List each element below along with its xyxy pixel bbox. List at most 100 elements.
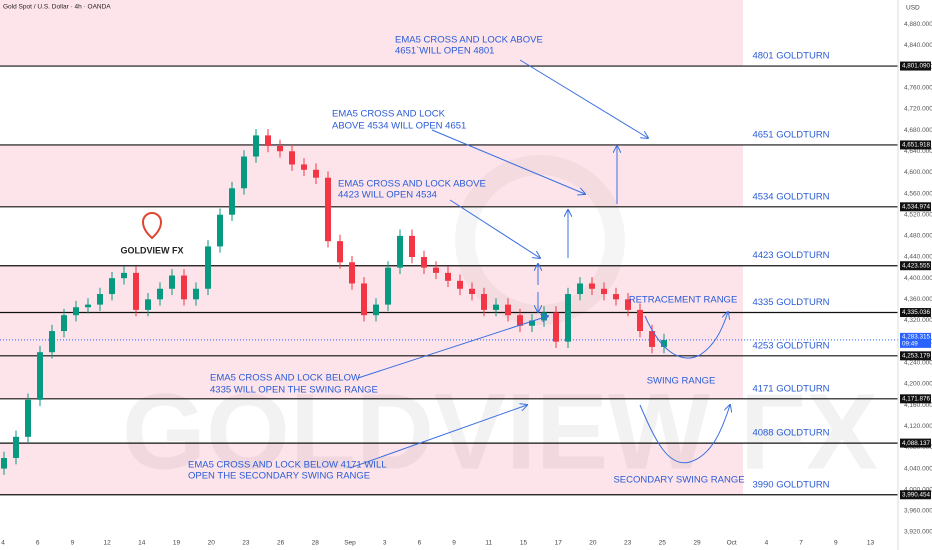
zone-band	[0, 144, 743, 207]
candle-body	[517, 315, 523, 326]
y-tick-label: 4,320.000	[904, 317, 932, 324]
y-tick-label: 4,240.000	[904, 360, 932, 367]
level-name: 4088 GOLDTURN	[752, 428, 829, 439]
x-tick-label: 14	[138, 540, 146, 547]
candle-body	[493, 304, 499, 310]
candle-body	[577, 283, 583, 295]
candle-body	[85, 304, 91, 308]
x-tick-label: 23	[624, 540, 632, 547]
level-tag	[900, 394, 931, 404]
logo-icon	[141, 212, 163, 240]
x-tick-label: 4	[1, 540, 5, 547]
annotation: ABOVE 4534 WILL OPEN 4651	[332, 121, 466, 132]
y-tick-label: 4,480.000	[904, 233, 932, 240]
y-tick-label: 4,640.000	[904, 148, 932, 155]
level-name: 4651 GOLDTURN	[752, 129, 829, 140]
candle-body	[49, 331, 55, 353]
y-tick-label: 4,560.000	[904, 190, 932, 197]
level-tag-label: 4,801.090	[902, 63, 931, 70]
x-tick-label: 11	[485, 540, 492, 547]
level-name: 4171 GOLDTURN	[752, 383, 829, 394]
y-tick-label: 4,440.000	[904, 254, 932, 261]
arrow	[449, 199, 540, 258]
y-tick-label: 4,680.000	[904, 127, 932, 134]
x-tick-label: 6	[36, 540, 40, 547]
zone-bands	[0, 0, 743, 495]
zone-label: SWING RANGE	[647, 376, 716, 387]
arrow	[349, 405, 527, 469]
zone-label: SECONDARY SWING RANGE	[613, 475, 744, 486]
x-tick-label: 19	[173, 540, 181, 547]
candle-body	[73, 307, 79, 316]
candle-body	[289, 151, 295, 165]
x-tick-label: 15	[520, 540, 528, 547]
candle-body	[13, 436, 19, 458]
x-tick-label: 29	[693, 540, 701, 547]
candle-body	[529, 320, 535, 326]
arrow	[519, 59, 648, 138]
candle-body	[313, 169, 319, 178]
chart-title: Gold Spot / U.S. Dollar · 4h · OANDA	[3, 4, 111, 11]
currency: USD	[906, 5, 920, 12]
level-tag-label: 4,171.876	[902, 395, 931, 402]
level-tag	[900, 61, 931, 71]
level-tag-label: 4,088.137	[902, 440, 931, 447]
candle-body	[205, 246, 211, 289]
x-axis: 4 6 9 12 14 19 20 23 26 28 Sep 3 6 9 11 15 17 20 23 25 29 Oct…	[1, 540, 874, 547]
arrow	[357, 316, 548, 379]
candle-body	[61, 315, 67, 332]
zone-label: RETRACEMENT RANGE	[629, 295, 738, 306]
candle-body	[37, 352, 43, 400]
x-tick-label: Sep	[344, 540, 356, 547]
annotation: EMA5 CROSS AND LOCK BELOW	[210, 373, 360, 384]
y-tick-label: 4,880.000	[904, 21, 932, 28]
y-tick-label: 4,720.000	[904, 106, 932, 113]
candle-body	[385, 267, 391, 305]
level-name: 4423 GOLDTURN	[752, 250, 829, 261]
y-tick-label: 4,120.000	[904, 423, 932, 430]
level-name: 4335 GOLDTURN	[752, 297, 829, 308]
level-name: 4534 GOLDTURN	[752, 191, 829, 202]
candle-body	[433, 267, 439, 273]
y-tick-label: 4,840.000	[904, 42, 932, 49]
level-name: 3990 GOLDTURN	[752, 479, 829, 490]
candle-body	[1, 457, 7, 469]
levels: 4801 GOLDTURN 4651 GOLDTURN 4534 GOLDTURN 4…	[0, 51, 898, 496]
y-tick-label: 4,000.000	[904, 486, 932, 493]
level-tag	[900, 308, 931, 318]
x-tick-label: 9	[71, 540, 75, 547]
watermark-logo	[455, 155, 625, 325]
candle-body	[193, 288, 199, 300]
candle-body	[625, 299, 631, 310]
y-tick-label: 4,600.000	[904, 169, 932, 176]
y-tick-label: 4,400.000	[904, 275, 932, 282]
watermark: GOLDVIEW FX	[122, 371, 878, 492]
level-tag	[900, 202, 931, 212]
candle-body	[217, 214, 223, 247]
axis-labels: 3,920.000 3,960.000 4,000.000 4,040.000 4,08…	[900, 21, 932, 536]
candle-body	[229, 188, 235, 215]
candle-body	[253, 135, 259, 157]
x-tick-label: 25	[659, 540, 667, 547]
candle-body	[301, 164, 307, 170]
x-tick-label: 12	[103, 540, 111, 547]
candle-body	[553, 312, 559, 342]
level-tag	[900, 351, 931, 361]
candle-body	[589, 283, 595, 289]
level-tag-label: 4,335.036	[902, 309, 931, 316]
x-tick-label: 13	[867, 540, 875, 547]
zone-band	[0, 443, 743, 495]
candle-body	[361, 283, 367, 316]
annotation: 4423 WILL OPEN 4534	[338, 190, 437, 201]
y-tick-label: 3,920.000	[904, 529, 932, 536]
level-tag-label: 3,990.454	[902, 491, 931, 498]
candle-body	[409, 235, 415, 258]
candle-body	[157, 288, 163, 300]
level-tag	[900, 438, 931, 448]
x-tick-label: 9	[452, 540, 456, 547]
annotations: EMA5 CROSS AND LOCK ABOVE 4651`WILL OPEN…	[188, 35, 745, 486]
candle-body	[265, 135, 271, 146]
candle-body	[133, 272, 139, 310]
x-tick-label: 28	[312, 540, 320, 547]
y-tick-label: 4,360.000	[904, 296, 932, 303]
